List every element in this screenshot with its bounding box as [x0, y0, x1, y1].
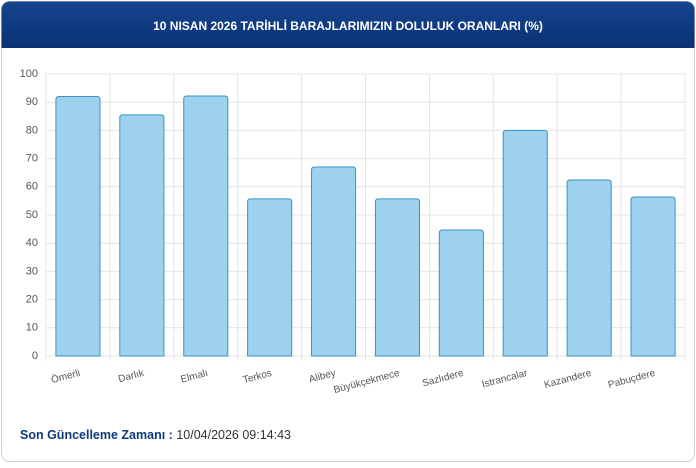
header: [1, 1, 695, 48]
y-tick-label: 100: [20, 68, 38, 80]
y-tick-label: 80: [26, 124, 38, 136]
y-tick-label: 30: [26, 265, 38, 277]
chart-title: 10 NISAN 2026 TARİHLİ BARAJLARIMIZIN DOL…: [153, 18, 543, 33]
y-tick-label: 60: [26, 181, 38, 193]
bar: [566, 179, 612, 357]
y-tick-label: 50: [26, 209, 38, 221]
bar: [374, 198, 420, 357]
bar: [311, 166, 357, 357]
footer: Son Güncelleme Zamanı : 10/04/2026 09:14…: [20, 428, 291, 442]
y-tick-label: 40: [26, 237, 38, 249]
bar: [502, 129, 548, 357]
y-tick-label: 70: [26, 153, 38, 165]
bar: [438, 229, 484, 357]
bar: [183, 95, 229, 357]
y-tick-label: 0: [32, 350, 38, 362]
bar: [119, 114, 165, 357]
footer-label: Son Güncelleme Zamanı :: [20, 428, 173, 442]
bar: [55, 96, 101, 357]
bar: [247, 198, 293, 357]
y-tick-label: 20: [26, 294, 38, 306]
footer-value: 10/04/2026 09:14:43: [176, 428, 291, 442]
y-tick-label: 90: [26, 96, 38, 108]
y-tick-label: 10: [26, 322, 38, 334]
bar: [630, 196, 676, 357]
